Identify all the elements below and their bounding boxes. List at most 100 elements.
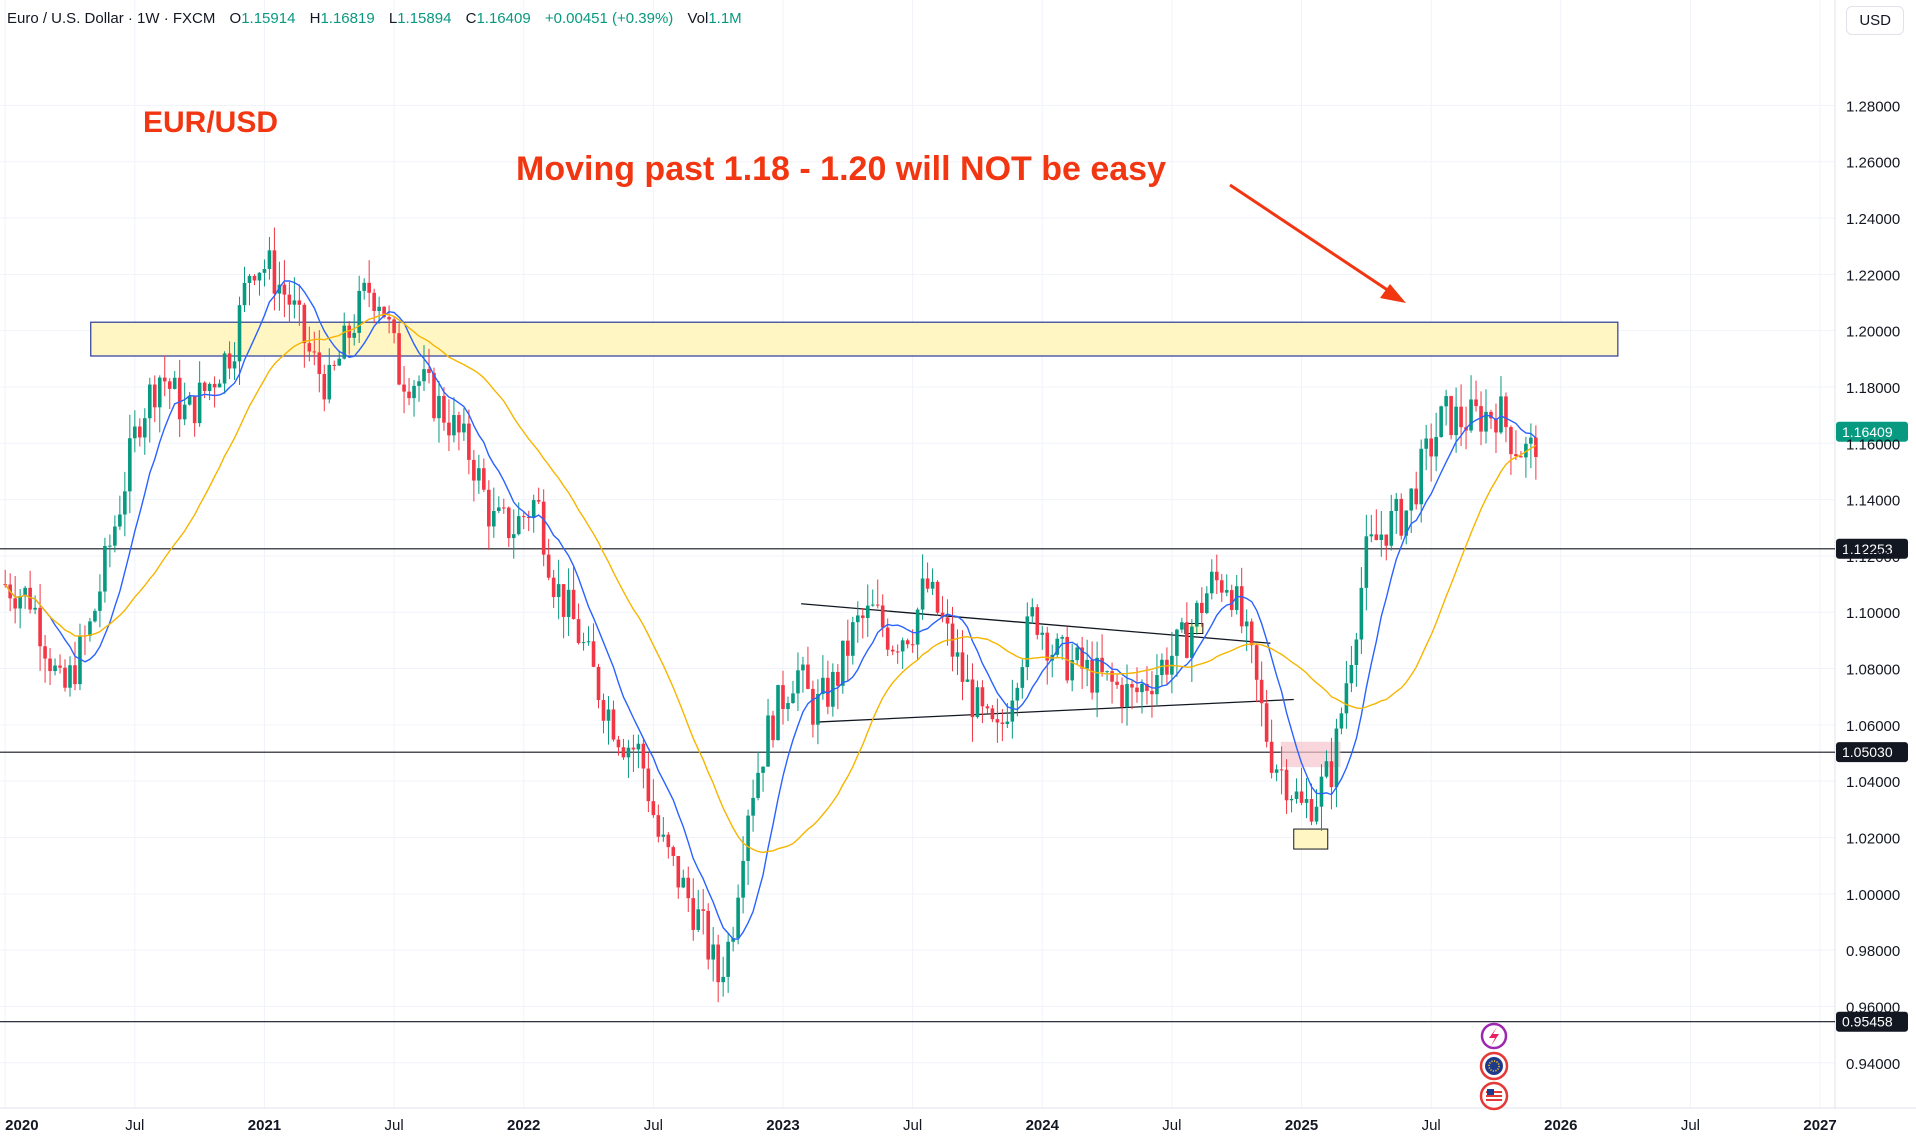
candle-body bbox=[691, 898, 696, 930]
candle-body bbox=[78, 635, 82, 685]
candle-body bbox=[412, 385, 416, 399]
last-price-tag bbox=[1836, 421, 1908, 442]
candle-body bbox=[277, 284, 282, 294]
candle-body bbox=[1344, 683, 1349, 714]
candle-body bbox=[142, 418, 147, 438]
candle-body bbox=[1299, 791, 1304, 803]
candle-body bbox=[1175, 629, 1179, 656]
candle-body bbox=[1454, 406, 1458, 436]
candle-body bbox=[626, 747, 631, 758]
candle-body bbox=[247, 275, 252, 283]
candle-body bbox=[262, 269, 267, 273]
candle-body bbox=[900, 640, 905, 652]
annotation-arrowhead bbox=[1380, 284, 1406, 303]
candle-body bbox=[1190, 626, 1194, 658]
candle-body bbox=[48, 658, 52, 672]
eu-flag-event-icon[interactable] bbox=[1479, 1051, 1509, 1081]
us-flag-event-icon[interactable] bbox=[1479, 1081, 1509, 1111]
candle-body bbox=[53, 665, 57, 672]
candle-body bbox=[422, 369, 426, 382]
candle-body bbox=[905, 640, 910, 645]
candle-body bbox=[103, 546, 107, 592]
candle-body bbox=[1404, 510, 1409, 536]
candle-body bbox=[1209, 571, 1214, 594]
x-tick-label: Jul bbox=[125, 1117, 144, 1134]
candle-body bbox=[661, 834, 666, 837]
candle-body bbox=[1150, 690, 1154, 695]
candle-body bbox=[771, 715, 775, 741]
candle-body bbox=[1000, 722, 1005, 724]
candle-body bbox=[791, 693, 795, 704]
x-tick-label: Jul bbox=[1681, 1117, 1700, 1134]
candle-body bbox=[656, 815, 661, 837]
candle-body bbox=[392, 319, 396, 334]
horizontal-levels: 1.12253 1.05030 0.95458 1.16409 bbox=[0, 421, 1908, 1032]
candle-body bbox=[995, 719, 1000, 723]
candle-body bbox=[157, 377, 162, 408]
candle-body bbox=[1130, 684, 1134, 688]
candle-body bbox=[88, 621, 92, 636]
symbol-name[interactable]: Euro / U.S. Dollar · 1W · FXCM bbox=[7, 10, 216, 27]
candle-body bbox=[546, 554, 551, 578]
candle-body bbox=[736, 897, 740, 939]
candle-body bbox=[113, 526, 117, 546]
candle-body bbox=[1514, 454, 1518, 457]
candle-body bbox=[447, 422, 451, 436]
candle-body bbox=[865, 605, 870, 618]
candle-body bbox=[521, 516, 526, 518]
candle-body bbox=[1384, 534, 1389, 546]
candle-body bbox=[751, 797, 755, 816]
candle-body bbox=[33, 607, 37, 610]
candle-body bbox=[681, 877, 686, 888]
candle-body bbox=[123, 491, 127, 515]
candle-body bbox=[342, 325, 347, 359]
candle-body bbox=[970, 679, 975, 718]
candle-body bbox=[925, 578, 930, 589]
currency-selector[interactable]: USD bbox=[1846, 6, 1904, 35]
candle-body bbox=[187, 396, 192, 405]
candle-body bbox=[955, 652, 960, 657]
candlestick-series bbox=[3, 227, 1538, 1003]
candle-body bbox=[531, 500, 536, 518]
candle-body bbox=[217, 383, 222, 388]
candle-body bbox=[212, 383, 217, 388]
candle-body bbox=[1434, 436, 1438, 457]
slow-moving-average bbox=[4, 313, 1537, 854]
candle-body bbox=[741, 860, 745, 898]
event-icons bbox=[1479, 1022, 1509, 1111]
candle-body bbox=[895, 651, 900, 653]
candle-body bbox=[646, 768, 651, 802]
candle-body bbox=[621, 747, 626, 758]
candle-body bbox=[138, 426, 142, 438]
x-tick-label: Jul bbox=[644, 1117, 663, 1134]
x-tick-label: Jul bbox=[1162, 1117, 1181, 1134]
candle-body bbox=[761, 766, 765, 773]
candle-body bbox=[93, 610, 97, 622]
candle-body bbox=[960, 652, 965, 682]
candle-body bbox=[282, 284, 287, 295]
candle-body bbox=[242, 282, 247, 306]
candle-body bbox=[1030, 607, 1035, 617]
lightning-event-icon[interactable] bbox=[1480, 1022, 1508, 1050]
candle-body bbox=[1374, 534, 1379, 541]
candle-body bbox=[965, 679, 970, 682]
level-price-label: 1.05030 bbox=[1842, 744, 1893, 760]
candle-body bbox=[1264, 703, 1269, 742]
x-tick-label: Jul bbox=[384, 1117, 403, 1134]
candle-body bbox=[1329, 761, 1334, 788]
candle-body bbox=[1484, 411, 1488, 432]
candle-body bbox=[307, 343, 312, 352]
candle-body bbox=[870, 604, 875, 606]
candle-body bbox=[726, 941, 730, 977]
candle-body bbox=[13, 598, 17, 609]
candle-body bbox=[1035, 607, 1040, 635]
candle-body bbox=[1165, 659, 1169, 675]
level-price-label: 0.95458 bbox=[1842, 1014, 1893, 1030]
candle-body bbox=[133, 426, 137, 439]
candle-body bbox=[940, 612, 945, 618]
candle-body bbox=[1419, 448, 1423, 505]
low-marker-box bbox=[1293, 828, 1329, 850]
candle-body bbox=[526, 516, 531, 518]
candle-body bbox=[586, 641, 591, 643]
